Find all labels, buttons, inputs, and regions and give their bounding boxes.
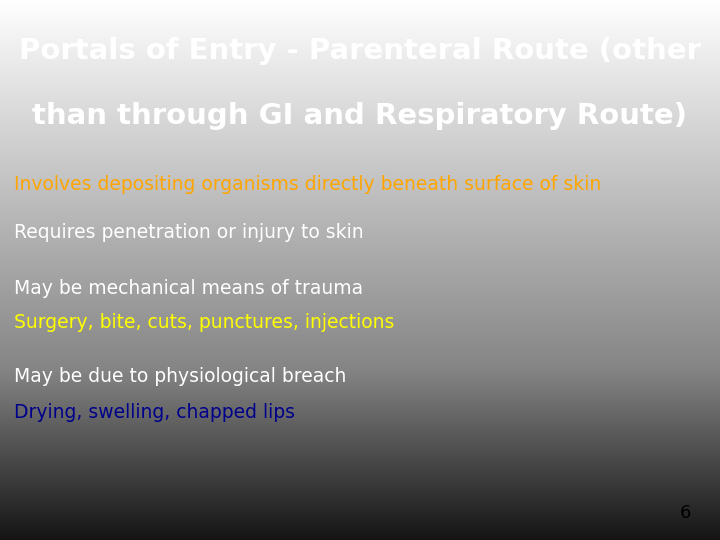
Text: Portals of Entry - Parenteral Route (other: Portals of Entry - Parenteral Route (oth… <box>19 37 701 65</box>
Text: Drying, swelling, chapped lips: Drying, swelling, chapped lips <box>14 402 295 422</box>
Text: Surgery, bite, cuts, punctures, injections: Surgery, bite, cuts, punctures, injectio… <box>14 313 395 332</box>
Text: May be due to physiological breach: May be due to physiological breach <box>14 368 347 387</box>
Text: than through GI and Respiratory Route): than through GI and Respiratory Route) <box>32 102 688 130</box>
Text: May be mechanical means of trauma: May be mechanical means of trauma <box>14 279 364 298</box>
Text: 6: 6 <box>680 504 691 522</box>
Text: Involves depositing organisms directly beneath surface of skin: Involves depositing organisms directly b… <box>14 176 602 194</box>
Text: Requires penetration or injury to skin: Requires penetration or injury to skin <box>14 222 364 241</box>
